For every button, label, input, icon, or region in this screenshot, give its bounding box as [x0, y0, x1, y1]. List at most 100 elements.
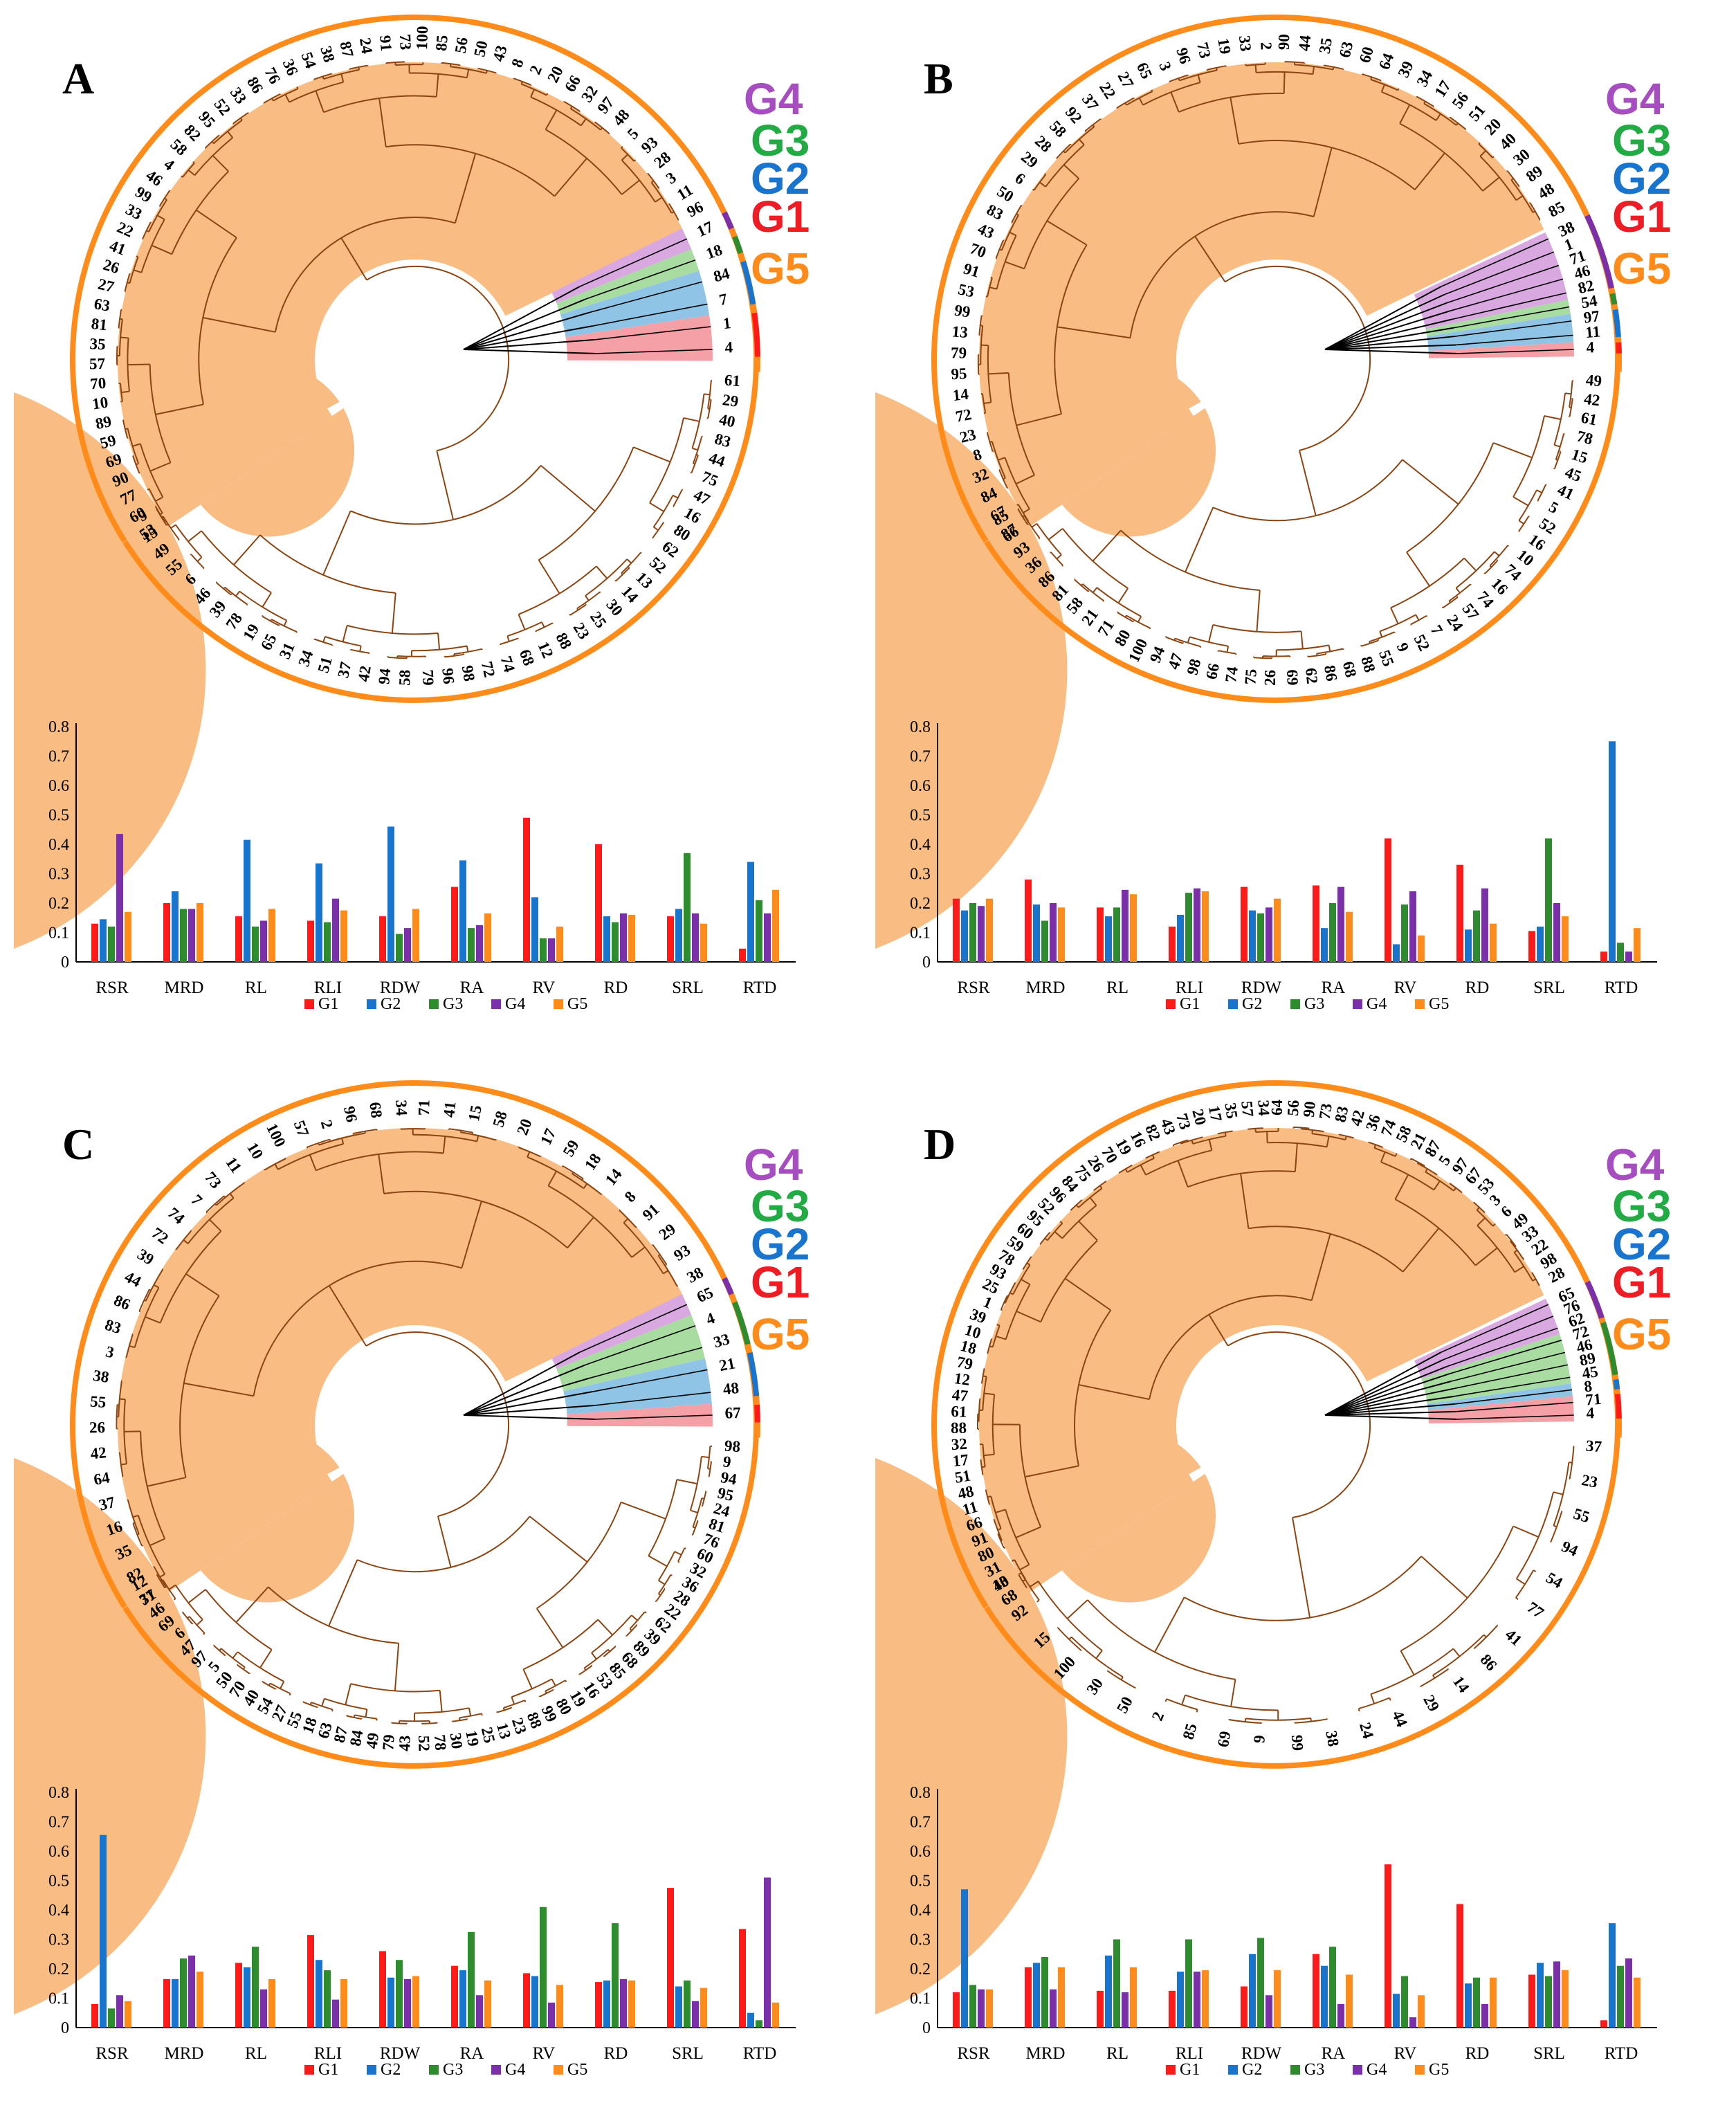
bar-g5-rl — [268, 909, 275, 963]
leaf-label: 90 — [1275, 34, 1293, 51]
bar-g2-rv — [531, 898, 538, 963]
bar-g3-srl — [684, 1981, 691, 2028]
bar-g3-rsr — [969, 1985, 976, 2028]
bar-g5-srl — [1562, 1970, 1569, 2028]
bar-g3-mrd — [180, 1958, 187, 2028]
leaf-label: 14 — [602, 1165, 625, 1189]
panel-c-label: C — [62, 1120, 94, 1169]
panel-d-root-arc — [1228, 1332, 1370, 1518]
leaf-label: 42 — [1583, 390, 1601, 410]
leaf-label: 17 — [537, 1126, 559, 1147]
bar-g5-rv — [1418, 936, 1425, 962]
panel-d-branch — [1553, 1526, 1557, 1527]
legend-label-g2: G2 — [381, 995, 401, 1013]
bar-g4-mrd — [188, 909, 195, 963]
leaf-label: 55 — [1376, 648, 1397, 668]
legend-swatch-g3 — [429, 2065, 439, 2075]
panel-a-branch — [120, 319, 122, 320]
bar-g3-rtd — [756, 900, 762, 962]
leaf-label: 85 — [1546, 198, 1568, 221]
leaf-label: 59 — [560, 1137, 583, 1159]
bar-g2-mrd — [172, 1979, 179, 2028]
leaf-label: 38 — [92, 1367, 110, 1386]
bar-g2-rdw — [387, 1978, 394, 2028]
x-tick-label: RLI — [314, 978, 342, 997]
leaf-label: 56 — [1284, 1100, 1302, 1116]
leaf-label: 55 — [1571, 1505, 1591, 1527]
bar-g3-mrd — [1041, 921, 1048, 963]
bar-g3-rv — [540, 1907, 547, 2028]
panel-b-branch — [1301, 631, 1303, 648]
bar-g4-rv — [548, 2003, 555, 2028]
leaf-label: 34 — [1254, 1100, 1272, 1117]
x-tick-label: RSR — [95, 2044, 129, 2063]
bar-g3-rli — [1185, 1940, 1192, 2028]
legend-label-g1: G1 — [1180, 2061, 1200, 2079]
bar-g1-srl — [667, 916, 674, 962]
leaf-label: 55 — [89, 1392, 107, 1411]
leaf-label: 43 — [489, 44, 510, 64]
leaf-label: 70 — [89, 374, 107, 393]
leaf-label: 58 — [396, 669, 414, 686]
legend-label-g5: G5 — [1429, 2061, 1449, 2079]
leaf-label: 4 — [704, 1309, 718, 1329]
leaf-label: 67 — [724, 1404, 741, 1422]
bar-g5-rv — [556, 1985, 563, 2028]
leaf-label: 73 — [1194, 41, 1214, 60]
leaf-label: 94 — [1559, 1538, 1580, 1560]
panel-c-branch — [440, 1691, 442, 1712]
leaf-label: 28 — [1032, 132, 1055, 156]
bar-g4-rli — [1194, 1972, 1200, 2028]
leaf-label: 47 — [1164, 651, 1186, 672]
panel-d-g1-arc — [1618, 1394, 1619, 1419]
x-tick-label: RDW — [380, 2044, 421, 2063]
leaf-label: 33 — [711, 1330, 731, 1351]
leaf-label: 23 — [1580, 1471, 1599, 1491]
panel-a-branch — [654, 527, 659, 531]
y-tick-label: 0.7 — [48, 1814, 69, 1832]
panel-a-branch — [323, 511, 351, 575]
panel-a-figure: A961132893548973266202843505685100739124… — [14, 14, 861, 1052]
bar-g4-rsr — [978, 1990, 985, 2028]
panel-c-branch — [598, 1619, 612, 1635]
leaf-label: 100 — [413, 26, 431, 50]
panel-b-branch — [1519, 520, 1524, 524]
bar-g3-rd — [1473, 1978, 1480, 2028]
panel-c-branch — [232, 1652, 237, 1658]
legend-label-g5: G5 — [1429, 995, 1449, 1013]
leaf-label: 29 — [722, 391, 740, 410]
bar-g1-rdw — [1241, 1987, 1248, 2028]
leaf-label: 63 — [93, 295, 111, 315]
panel-a-branch — [438, 633, 439, 650]
leaf-label: 44 — [1295, 34, 1314, 52]
panel-c-branch — [310, 1702, 311, 1704]
panel-d-g5-label: G5 — [1612, 1309, 1671, 1359]
leaf-label: 2 — [318, 1118, 336, 1130]
y-tick-label: 0 — [922, 2019, 931, 2037]
y-tick-label: 0.7 — [910, 748, 931, 766]
bar-g1-rsr — [953, 1992, 960, 2028]
leaf-label: 9 — [1250, 1735, 1268, 1744]
legend-swatch-g4 — [1353, 2065, 1362, 2075]
leaf-label: 37 — [334, 660, 354, 680]
leaf-label: 34 — [295, 648, 316, 669]
leaf-label: 86 — [111, 1291, 133, 1313]
x-tick-label: RV — [533, 2044, 556, 2063]
bar-g1-ra — [451, 1966, 458, 2028]
leaf-label: 48 — [1535, 179, 1557, 202]
leaf-label: 26 — [1261, 670, 1279, 686]
bar-g4-rtd — [1625, 1958, 1632, 2028]
leaf-label: 93 — [670, 1241, 693, 1264]
bar-g2-mrd — [1033, 1963, 1040, 2028]
legend-swatch-g3 — [429, 999, 439, 1009]
bar-g2-rsr — [961, 911, 968, 962]
panel-c-branch — [322, 1699, 325, 1706]
bar-g4-rd — [620, 913, 627, 962]
panel-a-branch — [541, 466, 595, 511]
leaf-label: 50 — [994, 183, 1017, 206]
panel-a-root-arc — [367, 266, 509, 450]
bar-g5-rv — [1418, 1995, 1425, 2028]
leaf-label: 23 — [570, 619, 593, 642]
bar-g4-srl — [1553, 903, 1560, 962]
bar-g2-rtd — [747, 2013, 754, 2028]
